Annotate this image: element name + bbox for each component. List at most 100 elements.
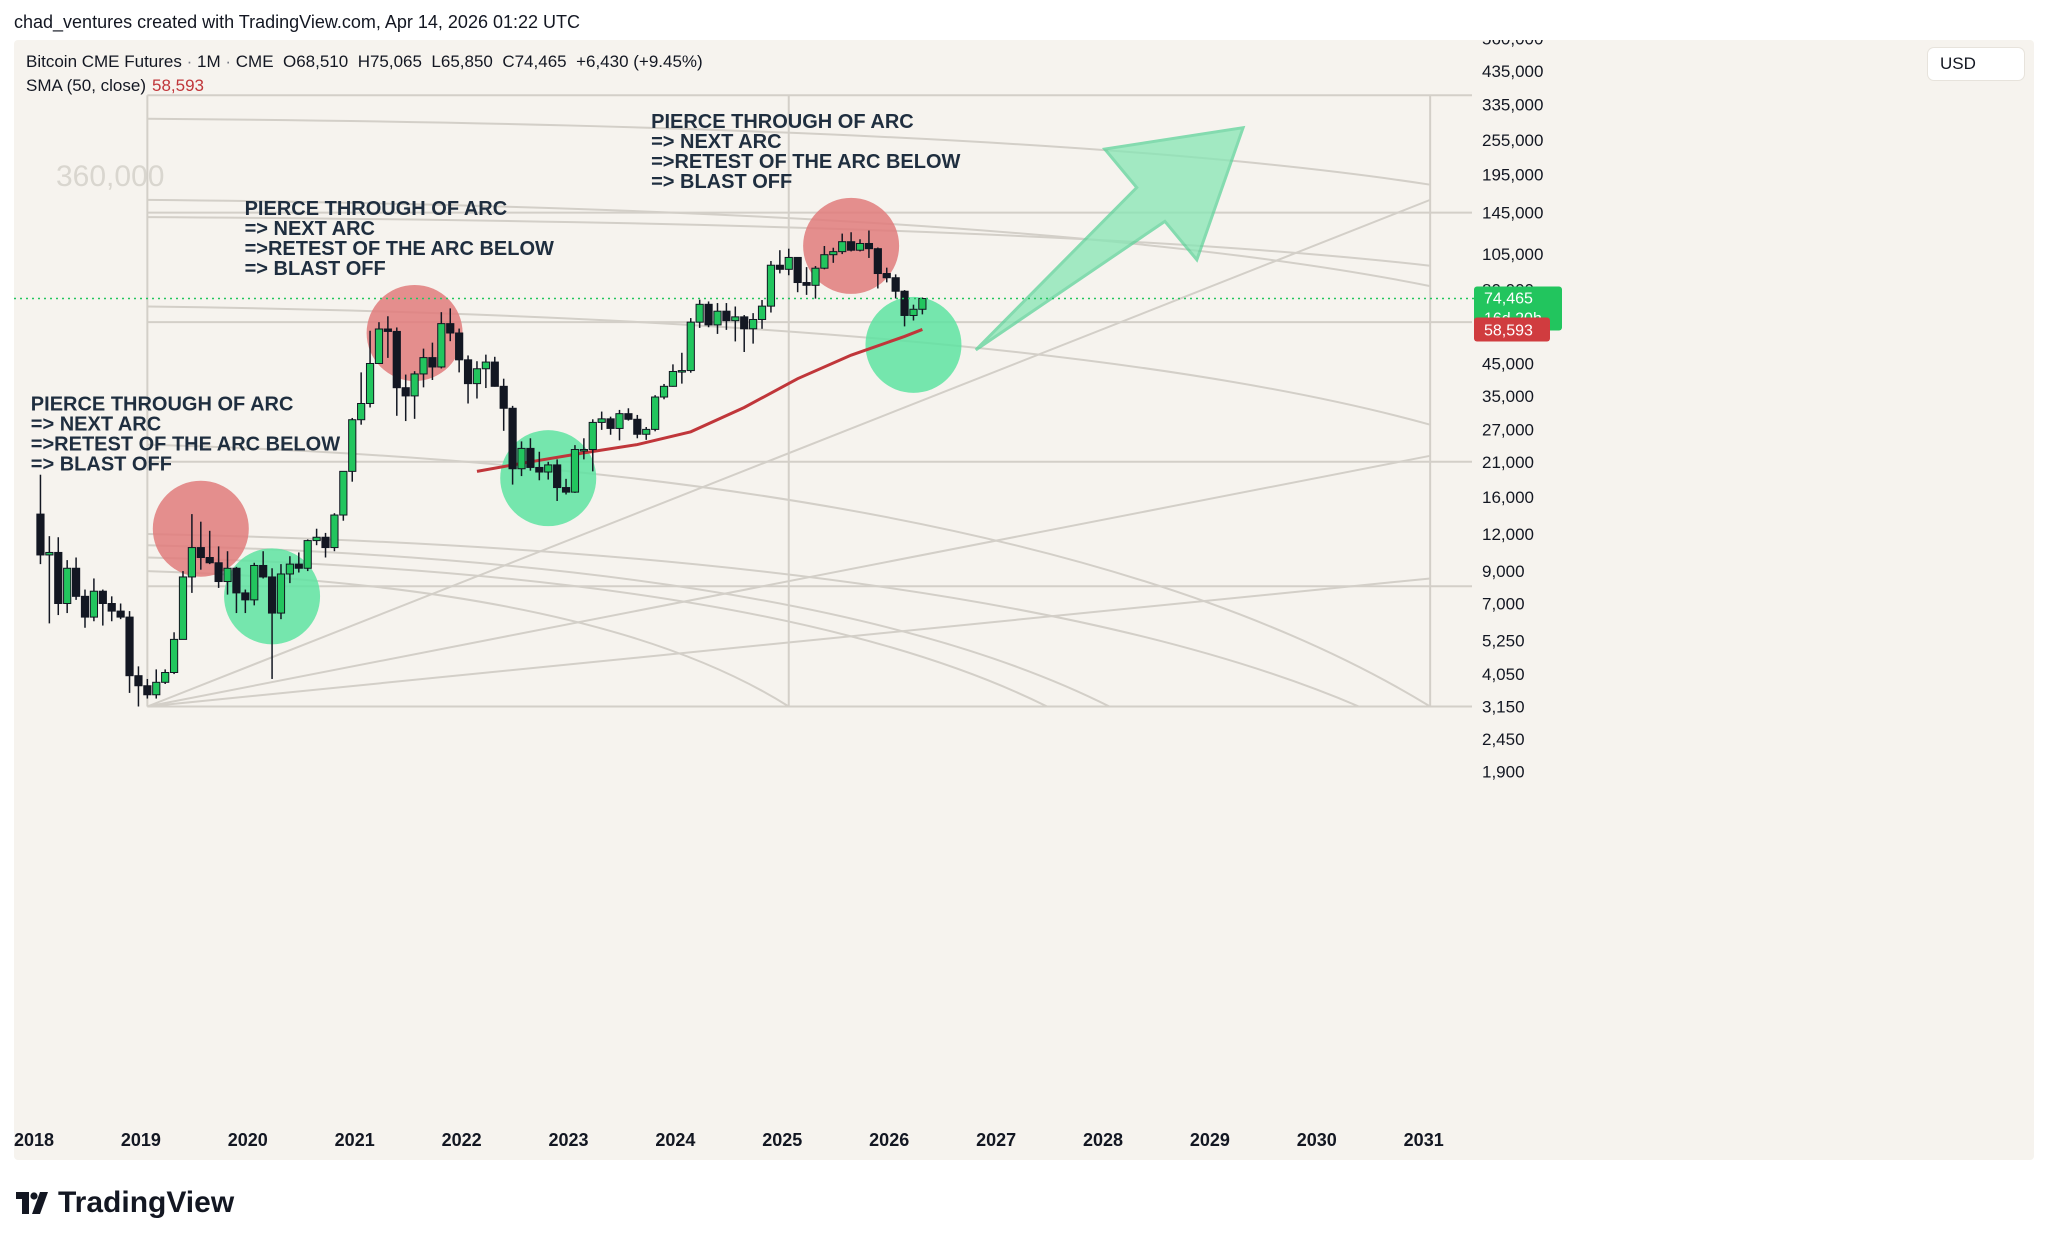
candle-down [740, 316, 749, 330]
y-tick-label: 1,900 [1482, 763, 1525, 782]
x-tick-label: 2018 [14, 1130, 54, 1150]
candle-up [410, 373, 419, 397]
legend-sma-value: 58,593 [152, 76, 204, 95]
candle-up [169, 638, 179, 674]
legend-high: H75,065 [357, 52, 422, 71]
annotation-line: =>RETEST OF THE ARC BELOW [651, 151, 960, 173]
candle-up [838, 241, 847, 253]
ghost-price-label: 360,000 [56, 160, 165, 193]
candle-down [54, 551, 63, 605]
candle-up [152, 681, 161, 696]
x-tick-label: 2021 [335, 1130, 375, 1150]
candle-up [757, 305, 767, 320]
candle-up [276, 573, 286, 614]
y-tick-label: 7,000 [1482, 595, 1525, 614]
legend-close: C74,465 [502, 52, 567, 71]
y-tick-label: 45,000 [1482, 354, 1534, 373]
x-tick-label: 2024 [655, 1130, 695, 1150]
candle-up [731, 316, 740, 322]
annotation-line: => NEXT ARC [245, 218, 375, 240]
annotation-line: PIERCE THROUGH OF ARC [651, 111, 914, 133]
y-tick-label: 5,250 [1482, 632, 1525, 651]
candle-down [36, 513, 45, 556]
chart-panel[interactable]: PIERCE THROUGH OF ARC => NEXT ARC =>RETEST… [14, 40, 2034, 1160]
candle-down [401, 387, 410, 397]
legend-change: +6,430 (+9.45%) [576, 52, 703, 71]
x-tick-label: 2029 [1190, 1130, 1230, 1150]
candle-up [784, 256, 793, 270]
annotation-texts: PIERCE THROUGH OF ARC => NEXT ARC =>RETEST… [31, 111, 961, 476]
candle-up [544, 464, 553, 473]
candle-up [481, 361, 490, 370]
y-tick-label: 4,050 [1482, 665, 1525, 684]
y-tick-label: 560,000 [1482, 40, 1543, 48]
candle-down [526, 447, 535, 468]
candle-down [455, 332, 464, 361]
annotation-line: => NEXT ARC [31, 414, 161, 436]
candle-up [250, 564, 259, 601]
candle-up [668, 370, 678, 387]
candle-up [45, 551, 54, 556]
tradingview-logo[interactable]: TradingView [16, 1186, 234, 1220]
x-tick-label: 2022 [442, 1130, 482, 1150]
legend-symbol: Bitcoin CME Futures [26, 52, 182, 71]
candle-down [107, 603, 116, 612]
candle-up [365, 362, 375, 405]
candle-down [508, 407, 517, 470]
candle-up [695, 303, 704, 323]
gann-arc [147, 544, 1110, 708]
candle-down [864, 242, 874, 250]
candle-up [918, 298, 927, 310]
legend-sma-row: SMA (50, close) 58,593 [26, 74, 703, 98]
candle-up [187, 547, 196, 578]
candle-down [116, 610, 125, 618]
candle-down [214, 562, 223, 583]
y-tick-label: 9,000 [1482, 562, 1525, 581]
candle-down [704, 303, 713, 326]
candle-down [125, 616, 134, 677]
y-tick-label: 195,000 [1482, 165, 1543, 184]
gann-fan-line [147, 454, 1431, 708]
candle-up [161, 672, 170, 683]
candle-up [63, 567, 72, 605]
candle-down [847, 241, 856, 251]
candle-down [561, 487, 571, 493]
candle-down [499, 385, 508, 409]
legend-open: O68,510 [283, 52, 349, 71]
candle-up [178, 576, 188, 640]
x-tick-label: 2025 [762, 1130, 802, 1150]
x-tick-label: 2030 [1297, 1130, 1337, 1150]
candle-up [223, 567, 232, 583]
candle-up [472, 368, 482, 385]
sma-price-text: 58,593 [1484, 322, 1533, 339]
candle-down [259, 564, 268, 578]
candle-down [882, 273, 891, 279]
candle-down [900, 290, 909, 316]
annotation-line: =>RETEST OF THE ARC BELOW [31, 434, 340, 456]
candle-down [196, 547, 205, 559]
candle-up [89, 590, 99, 618]
gann-guides [146, 94, 1472, 708]
gann-arc [147, 443, 1431, 708]
annotation-line: => BLAST OFF [31, 454, 172, 476]
candle-up [820, 254, 829, 269]
candle-up [713, 310, 722, 326]
y-tick-label: 3,150 [1482, 698, 1525, 717]
currency-button[interactable]: USD [1928, 48, 2024, 80]
legend-ohlc-row: Bitcoin CME Futures · 1M · CME O68,510 H… [26, 52, 703, 71]
candle-up [437, 323, 446, 368]
candle-up [855, 242, 865, 251]
candle-down [891, 277, 900, 292]
price-chart[interactable]: PIERCE THROUGH OF ARC => NEXT ARC =>RETEST… [14, 40, 2034, 1160]
candle-down [428, 357, 437, 368]
candle-up [642, 428, 651, 435]
gann-fan-line [146, 198, 1431, 708]
y-tick-label: 105,000 [1482, 245, 1543, 264]
y-tick-label: 145,000 [1482, 204, 1543, 223]
price-badges: 74,46516d 20h58,593 [1474, 286, 1562, 342]
candle-up [811, 267, 820, 286]
legend-sma-label: SMA (50, close) [26, 76, 146, 95]
y-tick-label: 35,000 [1482, 387, 1534, 406]
gann-arc [147, 198, 1431, 288]
annotation-line: =>RETEST OF THE ARC BELOW [245, 238, 554, 260]
